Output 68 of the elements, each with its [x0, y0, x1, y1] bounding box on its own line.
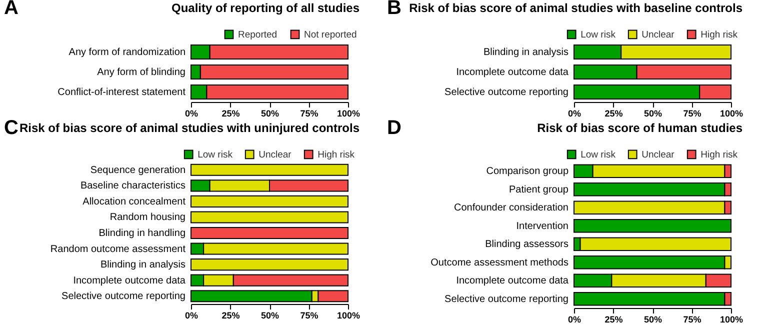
legend-label: Low risk [580, 149, 616, 160]
x-tick-label: 75% [683, 314, 702, 324]
y-tick-label: Allocation concealment [82, 196, 186, 208]
y-tick-label: Incomplete outcome data [456, 276, 569, 287]
x-tick-label: 0% [184, 310, 198, 320]
y-tick-label: Blinding in handling [98, 228, 186, 239]
x-tick-label: 25% [222, 108, 240, 118]
x-tick-label: 100% [720, 108, 744, 118]
y-tick-label: Random housing [110, 212, 186, 224]
y-tick-label: Any form of randomization [68, 47, 186, 58]
y-tick-label: Blinding in analysis [483, 47, 568, 58]
legend-label: High risk [700, 149, 738, 160]
y-tick-label: Baseline characteristics [80, 180, 186, 192]
x-tick-label: 0% [184, 108, 198, 118]
legend-label: High risk [318, 149, 355, 160]
x-tick-label: 75% [300, 310, 318, 320]
text: C [4, 117, 18, 139]
x-tick-label: 100% [336, 310, 360, 320]
bar [190, 195, 348, 208]
y-tick-label: Selective outcome reporting [62, 291, 186, 302]
x-tick-label: 25% [222, 310, 240, 320]
x-tick-label: 50% [644, 314, 662, 324]
bar [190, 226, 348, 240]
x-tick-label: 75% [300, 108, 318, 118]
text: B [387, 0, 402, 19]
y-tick-label: Blinding in analysis [100, 260, 186, 271]
legend-label: Unclear [642, 149, 674, 160]
x-tick-label: 50% [260, 108, 280, 118]
y-tick-label: Conflict-of-interest statement [58, 87, 186, 98]
y-tick-label: Incomplete outcome data [73, 275, 186, 286]
bar [190, 164, 348, 176]
chart-title: Risk of bias score of human studies [537, 121, 743, 135]
legend-label: Unclear [642, 29, 674, 40]
chart-title: Quality of reporting of all studies [171, 1, 360, 15]
y-tick-label: Any form of blinding [97, 67, 186, 78]
text: A [4, 0, 18, 19]
bar [574, 218, 732, 233]
chart-title: Risk of bias score of animal studies with baseline controls [409, 1, 743, 15]
y-tick-label: Selective outcome reporting [444, 294, 568, 305]
x-tick-label: 75% [683, 108, 702, 118]
legend-label: Not reported [304, 29, 357, 40]
legend-label: Low risk [580, 29, 616, 40]
legend-label: Reported [238, 29, 278, 40]
y-tick-label: Intervention [516, 220, 568, 232]
chart-title: Risk of bias score of animal studies with uninjured controls [19, 121, 360, 135]
x-tick-label: 25% [604, 108, 623, 118]
x-tick-label: 50% [260, 310, 280, 320]
y-tick-label: Patient group [509, 184, 569, 196]
y-tick-label: Outcome assessment methods [430, 257, 568, 268]
bar [190, 258, 348, 271]
y-tick-label: Blinding assessors [485, 239, 568, 250]
y-tick-label: Incomplete outcome data [456, 67, 569, 78]
y-tick-label: Selective outcome reporting [444, 87, 568, 98]
x-tick-label: 50% [644, 108, 662, 118]
y-tick-label: Random outcome assessment [50, 244, 186, 255]
x-tick-label: 100% [720, 314, 744, 324]
legend-label: Low risk [198, 149, 233, 160]
x-tick-label: 0% [568, 314, 582, 324]
y-tick-label: Comparison group [486, 166, 569, 178]
y-tick-label: Confounder consideration [454, 202, 568, 214]
bar [190, 211, 348, 224]
x-tick-label: 0% [568, 108, 582, 118]
text: D [387, 117, 402, 139]
legend-label: Unclear [258, 149, 292, 160]
legend-label: High risk [700, 29, 738, 40]
y-tick-label: Sequence generation [90, 164, 186, 176]
x-tick-label: 100% [336, 108, 360, 118]
x-tick-label: 25% [604, 314, 623, 324]
